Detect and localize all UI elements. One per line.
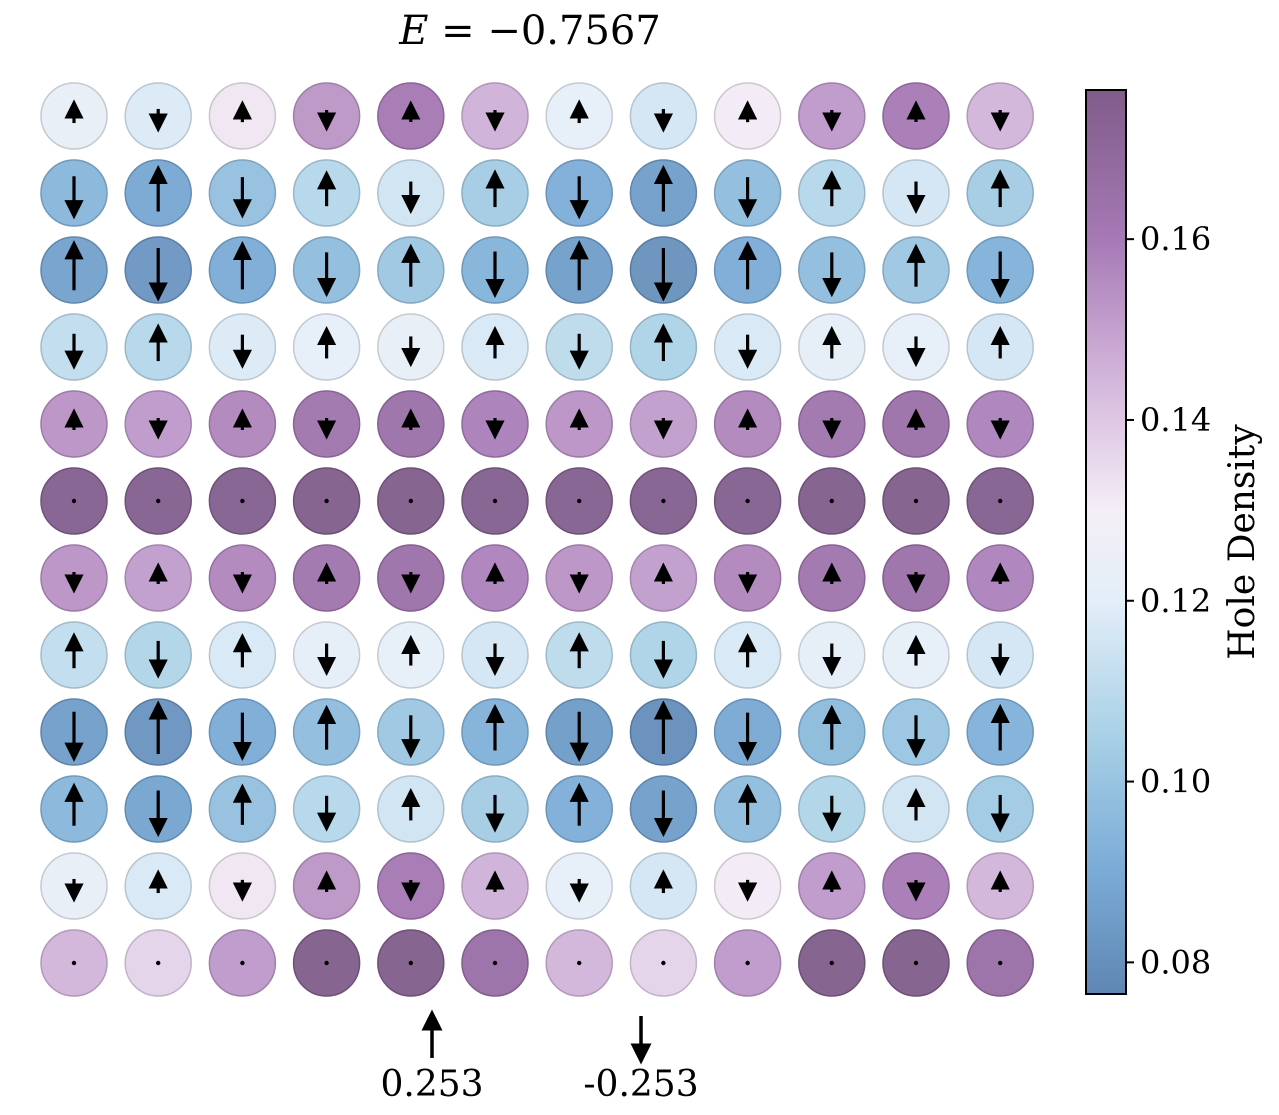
site-dot-r5c2 [240,498,245,504]
site-dot-r5c3 [324,498,329,504]
site-dot-r11c6 [577,960,582,966]
colorbar: 0.08 0.10 0.12 0.14 0.16 Hole Density [1085,89,1263,995]
site-dot-r11c8 [745,960,750,966]
legend-spin-up-value: 0.253 [380,1064,483,1105]
site-dot-r5c11 [998,498,1003,504]
lattice-grid [40,82,1034,997]
site-dot-r11c3 [324,960,329,966]
site-dot-r5c7 [661,498,666,504]
colorbar-ticks: 0.08 0.10 0.12 0.14 0.16 [1126,220,1211,981]
colorbar-tick-label: 0.12 [1140,582,1211,620]
site-dot-r11c9 [829,960,834,966]
chart-title: E = −0.7567 [0,8,1060,54]
site-dot-r5c10 [913,498,919,504]
site-dot-r5c4 [408,498,413,504]
title-energy-symbol: E [399,8,429,54]
site-dot-r5c5 [492,498,498,504]
site-dot-r5c8 [745,498,750,504]
site-dot-r11c10 [913,960,919,966]
site-dot-r11c11 [998,960,1003,966]
site-dot-r11c2 [240,960,245,966]
site-dot-r5c6 [577,498,582,504]
colorbar-gradient [1085,89,1127,995]
colorbar-tick-label: 0.16 [1140,220,1211,258]
colorbar-tick-label: 0.10 [1140,763,1211,801]
colorbar-tick-label: 0.14 [1140,401,1211,439]
site-dot-r11c5 [492,960,498,966]
title-energy-value: = −0.7567 [428,8,661,54]
legend-spin-down-value: -0.253 [583,1064,698,1105]
colorbar-tick-label: 0.08 [1140,943,1211,981]
site-dot-r11c0 [71,960,77,966]
site-dot-r5c0 [71,498,77,504]
spin-legend: 0.253 -0.253 [380,1009,699,1105]
site-dot-r5c1 [156,498,161,504]
site-dot-r11c7 [661,960,666,966]
site-dot-r5c9 [829,498,834,504]
colorbar-label: Hole Density [1222,424,1263,660]
site-dot-r11c1 [156,960,161,966]
site-dot-r11c4 [408,960,413,966]
